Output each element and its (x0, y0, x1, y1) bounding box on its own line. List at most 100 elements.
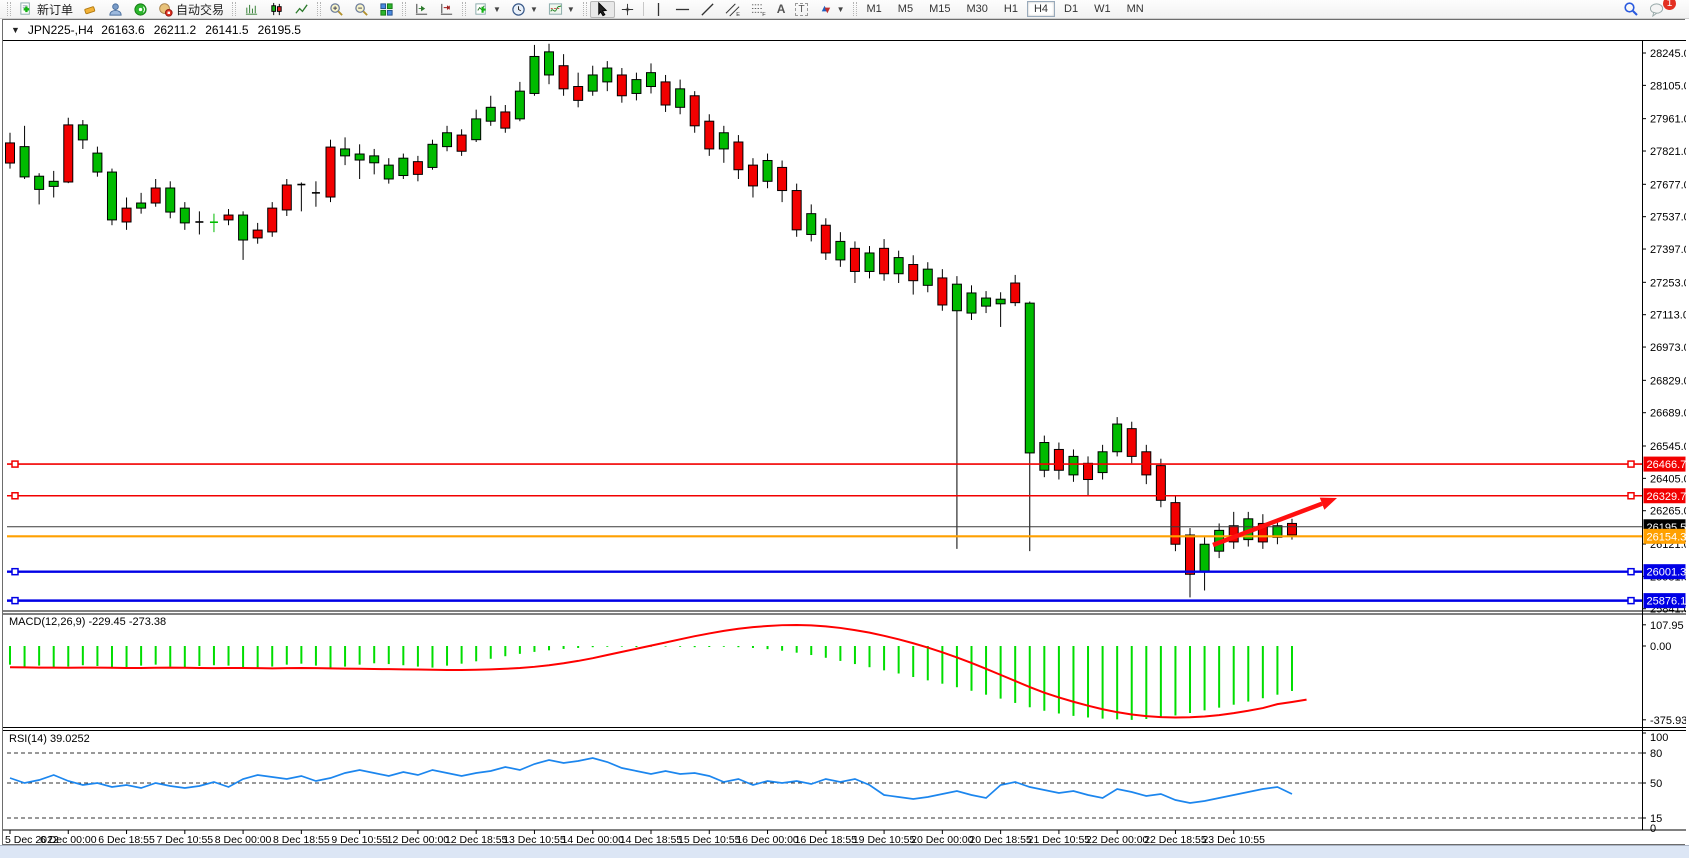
chart-shift-button[interactable] (409, 1, 434, 18)
toolbar-grip[interactable] (582, 2, 587, 16)
equidistant-channel-tool-button[interactable]: E (720, 1, 746, 18)
timeframe-button-mn[interactable]: MN (1126, 3, 1144, 15)
svg-text:26405.0: 26405.0 (1650, 473, 1686, 485)
auto-trading-button[interactable]: 自动交易 (153, 1, 229, 18)
toolbar-grip[interactable] (317, 2, 322, 16)
toolbar-grip[interactable] (7, 2, 11, 16)
new-chart-button[interactable]: ▼ (469, 1, 506, 18)
low-value: 26141.5 (205, 23, 249, 37)
svg-text:22 Dec 00:00: 22 Dec 00:00 (1086, 834, 1149, 844)
svg-text:-375.93: -375.93 (1650, 715, 1686, 727)
zoom-in-button[interactable] (324, 1, 349, 18)
tile-windows-icon (380, 2, 393, 16)
svg-text:14 Dec 00:00: 14 Dec 00:00 (561, 834, 624, 844)
arrows-icon (821, 5, 830, 13)
svg-text:26689.0: 26689.0 (1650, 408, 1686, 420)
candlestick-icon (271, 2, 282, 15)
svg-text:19 Dec 10:55: 19 Dec 10:55 (853, 834, 916, 844)
svg-text:12 Dec 18:55: 12 Dec 18:55 (445, 834, 508, 844)
vertical-line-tool-button[interactable] (647, 1, 670, 18)
trendline-icon (701, 2, 714, 16)
history-center-button[interactable] (78, 1, 103, 18)
auto-scroll-button[interactable] (434, 1, 459, 18)
svg-text:12 Dec 00:00: 12 Dec 00:00 (387, 834, 450, 844)
new-order-button[interactable]: 新订单 (14, 1, 78, 18)
fibonacci-tool-button[interactable]: F (746, 1, 772, 18)
toolbar-grip[interactable] (232, 2, 237, 16)
zoom-out-button[interactable] (349, 1, 374, 18)
svg-text:6 Dec 18:55: 6 Dec 18:55 (98, 834, 155, 844)
svg-text:20 Dec 00:00: 20 Dec 00:00 (911, 834, 974, 844)
svg-text:9 Dec 10:55: 9 Dec 10:55 (331, 834, 388, 844)
timeframe-button-h1[interactable]: H1 (1003, 3, 1018, 15)
svg-text:26829.0: 26829.0 (1650, 375, 1686, 387)
new-order-icon (20, 1, 30, 15)
horizontal-line-tool-button[interactable] (670, 1, 695, 18)
svg-text:22 Dec 18:55: 22 Dec 18:55 (1144, 834, 1207, 844)
svg-text:26545.0: 26545.0 (1650, 441, 1686, 453)
signal-icon (134, 2, 147, 16)
notifications-button[interactable]: 1 (1644, 0, 1676, 18)
svg-text:21 Dec 10:55: 21 Dec 10:55 (1028, 834, 1091, 844)
trendline-tool-button[interactable] (695, 1, 720, 18)
svg-text:27253.0: 27253.0 (1650, 277, 1686, 289)
timeframe-button-m5[interactable]: M5 (897, 3, 914, 15)
macd-indicator-label: MACD(12,26,9) -229.45 -273.38 (9, 616, 167, 628)
svg-text:26466.7: 26466.7 (1647, 459, 1687, 471)
zoom-out-icon (355, 2, 368, 16)
chart-collapse-icon[interactable]: ▼ (11, 25, 20, 35)
timeframe-button-m1[interactable]: M1 (866, 3, 882, 15)
timeframe-button-m15[interactable]: M15 (929, 3, 951, 15)
timeframe-button-h4[interactable]: H4 (1026, 1, 1055, 17)
main-chart-canvas[interactable]: 28245.0 28105.0 27961.0 27821.0 27677.0 27537… (3, 20, 1686, 844)
accounts-button[interactable] (103, 1, 128, 18)
text-box-icon: T (795, 2, 808, 16)
new-chart-icon (475, 2, 486, 15)
tile-windows-button[interactable] (374, 1, 399, 18)
svg-text:0.00: 0.00 (1650, 641, 1671, 653)
auto-trading-icon (159, 2, 173, 17)
svg-text:F: F (762, 12, 766, 17)
new-order-label: 新订单 (37, 2, 74, 17)
svg-text:27677.0: 27677.0 (1650, 179, 1686, 191)
status-bar (0, 845, 1689, 858)
toolbar-grip[interactable] (462, 2, 467, 16)
periods-button[interactable]: ▼ (506, 1, 543, 18)
svg-text:80: 80 (1650, 748, 1662, 760)
indicators-button[interactable]: ▼ (543, 1, 580, 18)
chart-window-header: ▼ JPN225-,H4 26163.6 26211.2 26141.5 261… (3, 20, 1684, 40)
candlestick-mode-button[interactable] (264, 1, 289, 18)
main-toolbar: 新订单 自动交易 (0, 0, 1689, 19)
clock-icon (512, 2, 525, 16)
crosshair-tool-button[interactable] (615, 1, 640, 18)
text-label-tool-button[interactable]: A (772, 1, 791, 18)
svg-text:20 Dec 18:55: 20 Dec 18:55 (969, 834, 1032, 844)
toolbar-grip[interactable] (852, 2, 857, 16)
svg-text:50: 50 (1650, 778, 1662, 790)
cursor-icon (598, 1, 608, 16)
open-value: 26163.6 (101, 23, 145, 37)
bar-chart-mode-button[interactable] (239, 1, 264, 18)
cursor-tool-button[interactable] (589, 0, 615, 18)
svg-text:7 Dec 10:55: 7 Dec 10:55 (157, 834, 214, 844)
arrows-tool-button[interactable]: ▼ (813, 1, 850, 18)
indicators-icon (548, 2, 562, 15)
chevron-down-icon: ▼ (529, 4, 538, 14)
toolbar-grip[interactable] (402, 2, 407, 16)
timeframe-button-m30[interactable]: M30 (966, 3, 988, 15)
chevron-down-icon: ▼ (836, 4, 845, 14)
text-box-tool-button[interactable]: T (790, 1, 812, 18)
svg-text:0: 0 (1650, 823, 1656, 835)
timeframe-button-d1[interactable]: D1 (1064, 3, 1079, 15)
timeframe-button-w1[interactable]: W1 (1094, 3, 1111, 15)
high-value: 26211.2 (153, 23, 197, 37)
svg-text:27537.0: 27537.0 (1650, 212, 1686, 224)
line-chart-mode-button[interactable] (289, 1, 314, 18)
auto-scroll-icon (440, 3, 453, 15)
svg-text:28245.0: 28245.0 (1650, 48, 1686, 60)
signals-button[interactable] (128, 1, 153, 18)
search-button[interactable] (1618, 1, 1644, 18)
svg-text:15: 15 (1650, 813, 1662, 825)
svg-text:13 Dec 10:55: 13 Dec 10:55 (503, 834, 566, 844)
vertical-line-icon (657, 2, 659, 16)
